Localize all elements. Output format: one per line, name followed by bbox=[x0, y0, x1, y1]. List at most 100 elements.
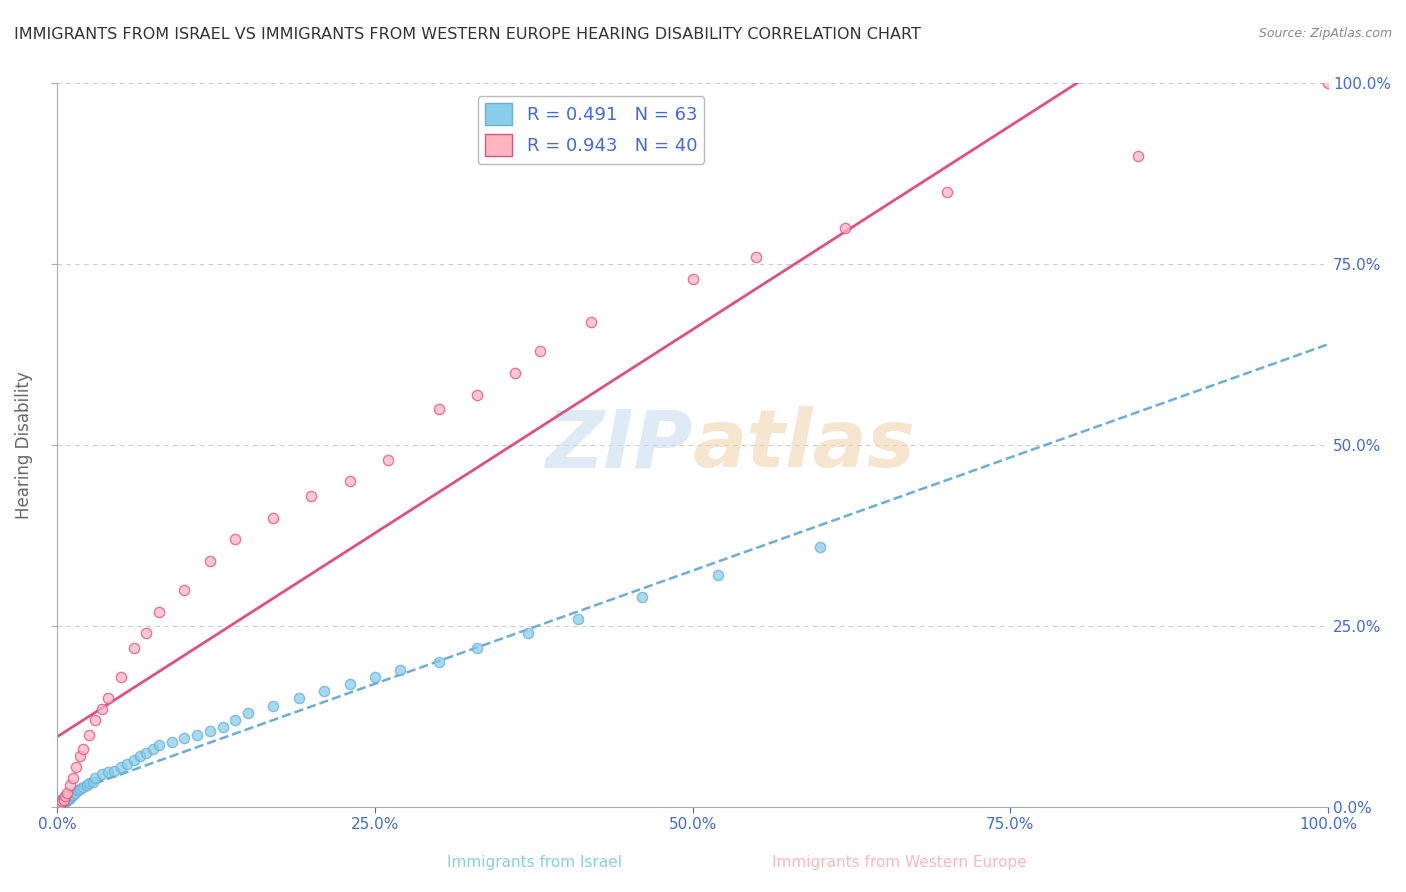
Point bbox=[503, 366, 526, 380]
Point bbox=[49, 797, 72, 812]
Text: Immigrants from Western Europe: Immigrants from Western Europe bbox=[772, 855, 1028, 870]
Point bbox=[84, 771, 107, 785]
Point bbox=[51, 797, 73, 811]
Point bbox=[63, 785, 86, 799]
Point bbox=[55, 794, 77, 808]
Point bbox=[49, 797, 72, 812]
Point bbox=[52, 796, 75, 810]
Text: Immigrants from Israel: Immigrants from Israel bbox=[447, 855, 621, 870]
Point bbox=[69, 781, 91, 796]
Point bbox=[59, 778, 82, 792]
Point bbox=[1317, 77, 1340, 91]
Point bbox=[59, 790, 82, 805]
Point bbox=[48, 799, 70, 814]
Point bbox=[262, 510, 284, 524]
Point bbox=[173, 582, 195, 597]
Point bbox=[364, 670, 387, 684]
Point bbox=[58, 792, 80, 806]
Point bbox=[173, 731, 195, 746]
Point bbox=[148, 605, 170, 619]
Y-axis label: Hearing Disability: Hearing Disability bbox=[15, 371, 32, 519]
Point bbox=[707, 568, 730, 582]
Point bbox=[110, 670, 132, 684]
Point bbox=[427, 402, 450, 417]
Point bbox=[72, 780, 94, 794]
Point bbox=[579, 315, 602, 329]
Point bbox=[1126, 149, 1149, 163]
Point bbox=[49, 797, 72, 812]
Point bbox=[48, 799, 70, 814]
Point bbox=[339, 677, 361, 691]
Point bbox=[69, 749, 91, 764]
Point bbox=[567, 612, 589, 626]
Text: atlas: atlas bbox=[693, 406, 915, 484]
Point bbox=[186, 728, 208, 742]
Point bbox=[56, 793, 79, 807]
Text: Source: ZipAtlas.com: Source: ZipAtlas.com bbox=[1258, 27, 1392, 40]
Point bbox=[465, 387, 488, 401]
Point bbox=[224, 713, 246, 727]
Point bbox=[62, 788, 84, 802]
Text: IMMIGRANTS FROM ISRAEL VS IMMIGRANTS FROM WESTERN EUROPE HEARING DISABILITY CORR: IMMIGRANTS FROM ISRAEL VS IMMIGRANTS FRO… bbox=[14, 27, 921, 42]
Point bbox=[465, 640, 488, 655]
Point bbox=[49, 798, 72, 813]
Point bbox=[682, 272, 704, 286]
Point bbox=[110, 760, 132, 774]
Point bbox=[82, 774, 104, 789]
Point bbox=[808, 540, 831, 554]
Point bbox=[52, 796, 75, 810]
Point bbox=[135, 746, 157, 760]
Text: ZIP: ZIP bbox=[546, 406, 693, 484]
Point bbox=[76, 778, 98, 792]
Point bbox=[49, 797, 72, 812]
Point bbox=[53, 789, 76, 804]
Point bbox=[529, 344, 551, 359]
Point bbox=[46, 799, 69, 814]
Point bbox=[122, 640, 145, 655]
Point bbox=[48, 798, 70, 813]
Point bbox=[53, 795, 76, 809]
Point bbox=[377, 452, 399, 467]
Point bbox=[51, 797, 73, 811]
Point bbox=[90, 767, 112, 781]
Point bbox=[65, 760, 87, 774]
Point bbox=[631, 590, 654, 604]
Point bbox=[55, 793, 77, 807]
Point bbox=[46, 799, 69, 814]
Point bbox=[198, 554, 221, 568]
Point bbox=[97, 765, 120, 780]
Point bbox=[48, 798, 70, 813]
Point bbox=[97, 691, 120, 706]
Point bbox=[66, 783, 89, 797]
Point bbox=[122, 753, 145, 767]
Point bbox=[77, 728, 100, 742]
Point bbox=[160, 735, 183, 749]
Legend: R = 0.491   N = 63, R = 0.943   N = 40: R = 0.491 N = 63, R = 0.943 N = 40 bbox=[478, 96, 704, 163]
Point bbox=[142, 742, 165, 756]
Point bbox=[224, 533, 246, 547]
Point bbox=[46, 799, 69, 814]
Point bbox=[60, 789, 83, 804]
Point bbox=[834, 221, 856, 235]
Point bbox=[198, 724, 221, 739]
Point bbox=[49, 797, 72, 811]
Point bbox=[51, 794, 73, 808]
Point bbox=[262, 698, 284, 713]
Point bbox=[103, 764, 125, 778]
Point bbox=[935, 185, 957, 199]
Point bbox=[84, 713, 107, 727]
Point bbox=[314, 684, 336, 698]
Point bbox=[148, 739, 170, 753]
Point bbox=[236, 706, 259, 720]
Point bbox=[516, 626, 538, 640]
Point bbox=[90, 702, 112, 716]
Point bbox=[51, 797, 73, 811]
Point bbox=[48, 798, 70, 813]
Point bbox=[52, 793, 75, 807]
Point bbox=[48, 799, 70, 814]
Point bbox=[77, 776, 100, 790]
Point bbox=[62, 771, 84, 785]
Point bbox=[129, 749, 152, 764]
Point bbox=[72, 742, 94, 756]
Point bbox=[339, 475, 361, 489]
